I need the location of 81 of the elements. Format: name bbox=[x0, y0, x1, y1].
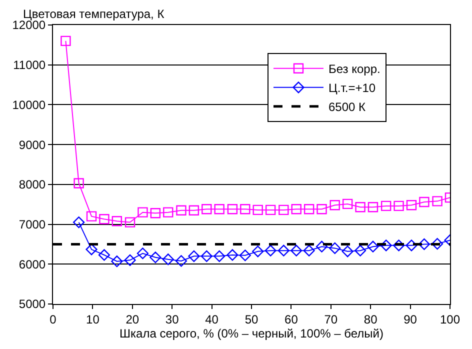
y-tick-label: 10000 bbox=[12, 98, 46, 112]
x-tick-label: 100 bbox=[440, 312, 460, 326]
point bbox=[188, 250, 200, 262]
point bbox=[163, 207, 174, 218]
x-tick-label: 20 bbox=[126, 312, 140, 326]
legend-label: Без корр. bbox=[328, 62, 380, 76]
point bbox=[150, 252, 162, 264]
point bbox=[227, 204, 238, 214]
point bbox=[136, 248, 149, 260]
x-tick-label: 80 bbox=[364, 312, 378, 326]
point bbox=[329, 242, 341, 254]
point bbox=[291, 204, 302, 214]
x-axis-title: Шкала серого, % (0% – черный, 100% – белый) bbox=[120, 326, 384, 340]
point bbox=[264, 244, 276, 256]
point bbox=[380, 200, 392, 212]
x-tick-label: 0 bbox=[50, 312, 57, 326]
point bbox=[432, 196, 442, 206]
point bbox=[98, 249, 110, 261]
x-tick-label: 40 bbox=[205, 312, 219, 326]
point bbox=[303, 244, 315, 256]
y-tick-label: 5000 bbox=[18, 297, 46, 312]
y-tick-label: 8000 bbox=[18, 178, 46, 192]
point bbox=[394, 200, 404, 212]
point bbox=[355, 202, 366, 212]
point bbox=[406, 200, 417, 210]
point bbox=[200, 250, 212, 262]
point bbox=[124, 217, 136, 228]
x-tick-label: 10 bbox=[86, 312, 100, 326]
y-axis-title: Цветовая температура, К bbox=[23, 7, 164, 21]
point bbox=[176, 205, 186, 216]
y-tick-label: 7000 bbox=[18, 217, 46, 232]
point bbox=[240, 204, 250, 214]
x-tick-label: 50 bbox=[244, 312, 258, 326]
point bbox=[330, 200, 340, 210]
point bbox=[380, 240, 392, 252]
point bbox=[290, 244, 302, 256]
x-tick-label: 60 bbox=[284, 312, 298, 326]
point bbox=[239, 250, 251, 262]
point bbox=[111, 256, 123, 268]
point bbox=[265, 204, 276, 216]
point bbox=[392, 240, 405, 252]
point bbox=[214, 250, 226, 262]
point bbox=[252, 246, 264, 258]
point bbox=[73, 216, 85, 228]
y-tick-label: 9000 bbox=[18, 138, 46, 152]
point bbox=[252, 204, 263, 216]
point bbox=[150, 208, 161, 218]
point bbox=[86, 211, 97, 222]
point bbox=[214, 204, 224, 214]
point bbox=[226, 249, 238, 261]
point bbox=[304, 204, 314, 214]
legend-label: Ц.т.=+10 bbox=[328, 81, 376, 96]
point bbox=[278, 244, 290, 256]
y-tick-label: 11000 bbox=[13, 58, 46, 72]
point bbox=[99, 214, 110, 224]
point bbox=[74, 178, 84, 188]
point bbox=[368, 202, 378, 212]
point bbox=[316, 240, 328, 252]
x-tick-label: 90 bbox=[404, 312, 418, 326]
point bbox=[419, 196, 430, 208]
x-tick-label: 70 bbox=[324, 312, 338, 326]
point bbox=[432, 238, 444, 250]
point bbox=[342, 246, 354, 258]
point bbox=[406, 240, 418, 252]
point bbox=[278, 204, 289, 216]
point bbox=[60, 36, 71, 46]
x-tick-label: 30 bbox=[165, 312, 180, 326]
point bbox=[418, 238, 430, 250]
point bbox=[316, 204, 327, 214]
point bbox=[112, 216, 122, 226]
point bbox=[202, 204, 212, 214]
point bbox=[175, 255, 188, 267]
point bbox=[124, 254, 136, 266]
point bbox=[342, 198, 353, 210]
point bbox=[188, 205, 200, 216]
point bbox=[354, 244, 366, 256]
y-tick-label: 6000 bbox=[18, 257, 46, 272]
point bbox=[138, 207, 148, 218]
point bbox=[162, 254, 174, 266]
point bbox=[367, 240, 379, 252]
legend-label: 6500 К bbox=[328, 100, 366, 114]
